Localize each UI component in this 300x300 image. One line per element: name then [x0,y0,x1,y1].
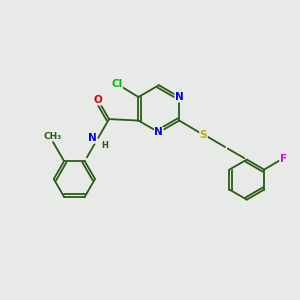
Text: N: N [175,92,184,102]
Text: N: N [154,127,163,137]
Text: O: O [94,95,102,105]
Text: S: S [200,130,207,140]
Text: H: H [101,141,108,150]
Text: N: N [88,133,97,143]
Text: Cl: Cl [111,80,122,89]
Text: F: F [280,154,287,164]
Text: CH₃: CH₃ [44,132,62,141]
